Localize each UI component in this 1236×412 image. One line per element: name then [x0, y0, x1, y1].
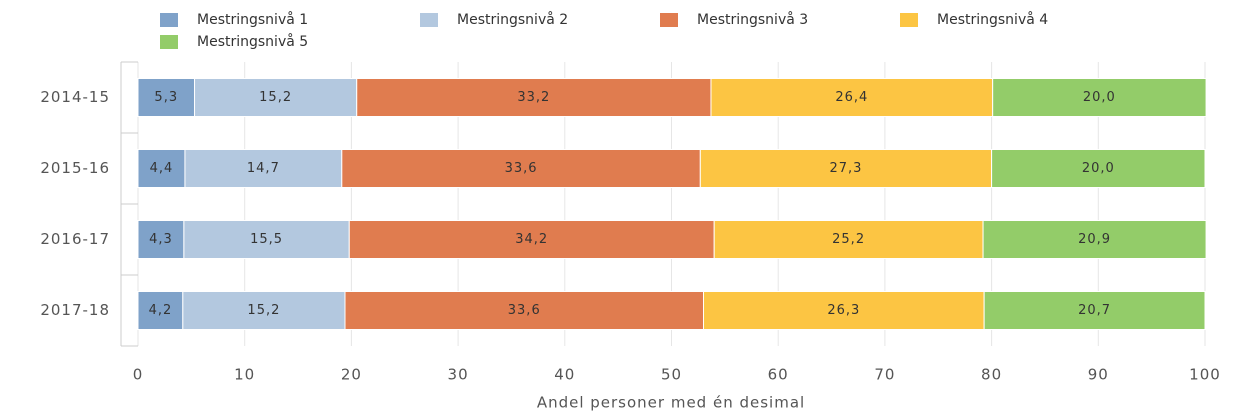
x-tick-label: 50: [661, 366, 682, 384]
bar-segment: [991, 149, 1206, 188]
data-label: 4,3: [149, 232, 173, 247]
bar-segment: [137, 291, 184, 330]
legend-swatch: [160, 13, 178, 27]
bar-segment: [184, 149, 343, 188]
data-label: 4,2: [149, 303, 173, 318]
data-label: 33,6: [508, 303, 541, 318]
data-label: 33,2: [517, 90, 550, 105]
x-tick-label: 100: [1189, 366, 1221, 384]
x-tick-label: 90: [1088, 366, 1109, 384]
legend-label: Mestringsnivå 3: [697, 11, 808, 28]
bar-segment: [182, 291, 346, 330]
y-tick-label: 2017-18: [40, 301, 110, 319]
bar-segment: [982, 220, 1207, 259]
y-tick-label: 2014-15: [40, 88, 110, 106]
bar-segment: [356, 78, 712, 117]
bar-segment: [699, 149, 993, 188]
bar-segment: [137, 220, 185, 259]
x-tick-label: 60: [768, 366, 789, 384]
legend-label: Mestringsnivå 1: [197, 11, 308, 28]
x-tick-label: 80: [981, 366, 1002, 384]
legend-swatch: [160, 35, 178, 49]
legend-label: Mestringsnivå 4: [937, 11, 1048, 28]
data-label: 15,5: [250, 232, 283, 247]
y-tick-label: 2016-17: [40, 230, 110, 248]
x-tick-label: 70: [874, 366, 895, 384]
data-label: 20,0: [1083, 90, 1116, 105]
bar-segment: [341, 149, 701, 188]
legend-label: Mestringsnivå 5: [197, 33, 308, 50]
data-label: 15,2: [259, 90, 292, 105]
data-label: 27,3: [829, 161, 862, 176]
bar-segment: [137, 78, 196, 117]
x-tick-label: 30: [448, 366, 469, 384]
bar-segment: [194, 78, 358, 117]
data-label: 14,7: [247, 161, 280, 176]
data-label: 4,4: [150, 161, 174, 176]
data-label: 26,3: [827, 303, 860, 318]
data-label: 20,7: [1078, 303, 1111, 318]
data-label: 20,0: [1082, 161, 1115, 176]
x-tick-label: 0: [133, 366, 144, 384]
legend-swatch: [660, 13, 678, 27]
bar-segment: [137, 149, 186, 188]
bar-segment: [983, 291, 1206, 330]
data-label: 5,3: [154, 90, 178, 105]
data-label: 34,2: [515, 232, 548, 247]
data-label: 15,2: [247, 303, 280, 318]
x-axis-title: Andel personer med én desimal: [537, 394, 805, 412]
data-label: 26,4: [835, 90, 868, 105]
data-label: 33,6: [505, 161, 538, 176]
legend-swatch: [900, 13, 918, 27]
x-tick-label: 40: [554, 366, 575, 384]
x-tick-label: 20: [341, 366, 362, 384]
bar-segment: [703, 291, 985, 330]
x-tick-label: 10: [234, 366, 255, 384]
y-tick-label: 2015-16: [40, 159, 110, 177]
bar-segment: [992, 78, 1207, 117]
bar-segment: [344, 291, 705, 330]
data-label: 20,9: [1078, 232, 1111, 247]
legend-label: Mestringsnivå 2: [457, 11, 568, 28]
legend-swatch: [420, 13, 438, 27]
data-label: 25,2: [832, 232, 865, 247]
